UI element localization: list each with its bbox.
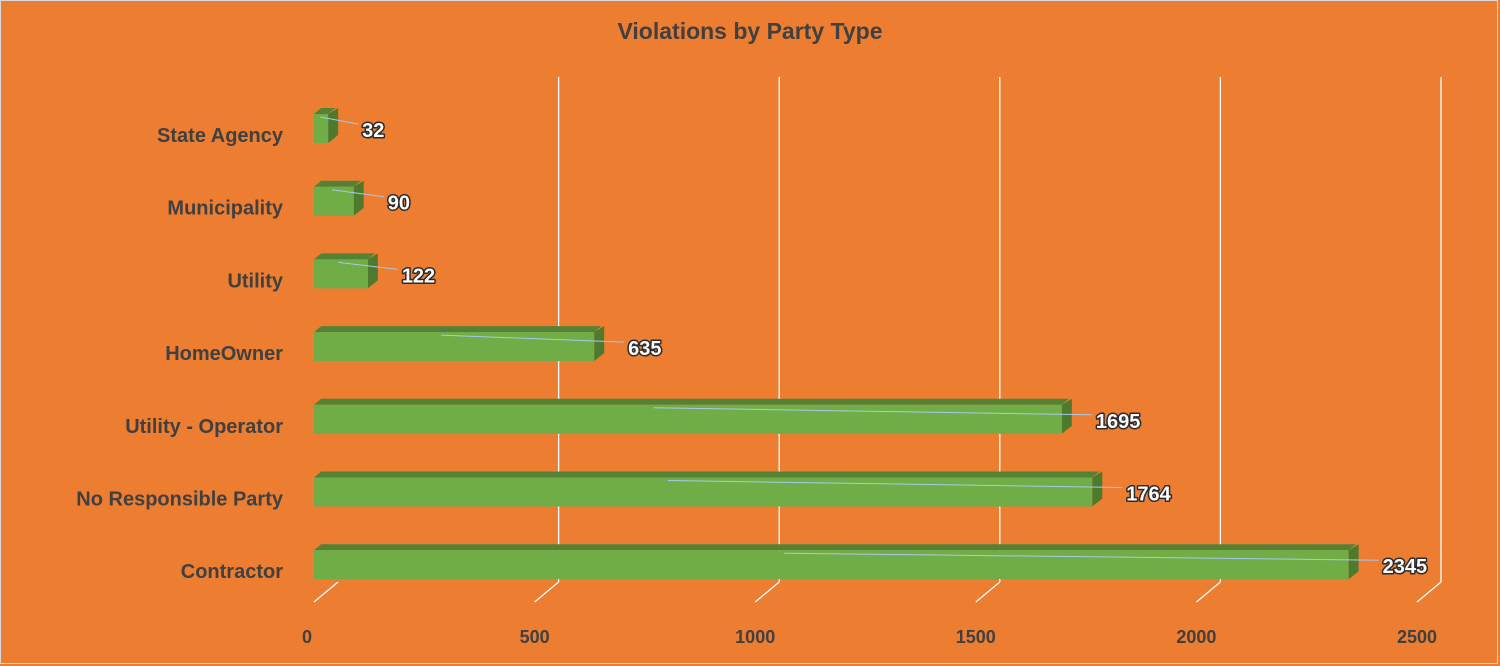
x-tick-label: 500 xyxy=(520,627,550,647)
bar-side-face xyxy=(1092,471,1103,507)
bar-front-face xyxy=(314,332,595,362)
data-label: 90 xyxy=(388,193,410,215)
gridline-floor xyxy=(313,581,339,603)
bar-front-face xyxy=(314,404,1062,434)
bar-side-face xyxy=(594,326,605,362)
bar-top-face xyxy=(314,108,336,114)
bar-top-face xyxy=(314,544,1356,551)
data-label-leader xyxy=(331,189,384,198)
bar-utility xyxy=(314,253,398,289)
data-label: 32 xyxy=(362,120,384,142)
x-tick-label: 2000 xyxy=(1176,627,1216,647)
bar-side-face xyxy=(1348,544,1359,580)
gridline-floor xyxy=(754,581,780,603)
gridline-floor xyxy=(534,581,560,603)
category-label: Municipality xyxy=(167,198,283,220)
bar-front-face xyxy=(314,477,1093,507)
category-labels: State Agency Municipality Utility HomeOwner… xyxy=(76,125,284,583)
gridline-floor xyxy=(1416,581,1442,603)
x-tick-label: 1500 xyxy=(956,627,996,647)
bar-front-face xyxy=(314,550,1349,580)
bar-municipality xyxy=(314,180,384,216)
category-label: Contractor xyxy=(181,561,283,583)
data-label: 1695 xyxy=(1096,411,1141,433)
data-label: 2345 xyxy=(1383,556,1428,578)
bar-top-face xyxy=(314,471,1100,478)
category-label: State Agency xyxy=(157,125,284,147)
data-label: 1764 xyxy=(1126,484,1171,506)
data-label-leader xyxy=(653,407,1092,416)
data-label-leader xyxy=(784,552,1379,561)
bar-side-face xyxy=(353,180,364,216)
axis-tick-labels: 0 500 1000 1500 2000 2500 xyxy=(302,627,1437,647)
bar-top-face xyxy=(314,398,1070,405)
bar-homeowner xyxy=(314,326,625,362)
bar-top-face xyxy=(314,253,376,260)
bar-front-face xyxy=(314,186,354,216)
category-label: HomeOwner xyxy=(165,343,283,365)
bars xyxy=(314,108,1379,580)
bar-no-responsible-party xyxy=(314,471,1123,507)
category-label: No Responsible Party xyxy=(76,489,284,511)
bar-top-face xyxy=(314,180,361,187)
x-tick-label: 0 xyxy=(302,627,312,647)
bar-contractor xyxy=(314,544,1379,580)
data-labels: 32 90 122 635 1695 1764 2345 xyxy=(361,119,1429,580)
bar-top-face xyxy=(314,326,602,333)
data-label: 122 xyxy=(402,265,435,287)
category-label: Utility - Operator xyxy=(125,416,283,438)
category-label: Utility xyxy=(227,270,283,292)
data-label-leader xyxy=(667,480,1123,488)
bar-utility-operator xyxy=(314,398,1092,434)
x-tick-label: 1000 xyxy=(735,627,775,647)
bar-side-face xyxy=(1061,398,1072,434)
data-label-leader xyxy=(320,116,359,125)
bar-side-face xyxy=(328,108,339,143)
data-label-leader xyxy=(441,334,625,343)
data-label: 635 xyxy=(628,338,661,360)
chart-title: Violations by Party Type xyxy=(617,18,883,44)
x-tick-label: 2500 xyxy=(1397,627,1437,647)
bar-front-face xyxy=(314,259,368,289)
gridline-floor xyxy=(1195,581,1221,603)
gridline-floor xyxy=(975,581,1001,603)
bar-state-agency xyxy=(314,108,359,143)
bar-side-face xyxy=(367,253,378,289)
bar-front-face xyxy=(314,114,329,143)
data-label-leader xyxy=(338,261,398,270)
